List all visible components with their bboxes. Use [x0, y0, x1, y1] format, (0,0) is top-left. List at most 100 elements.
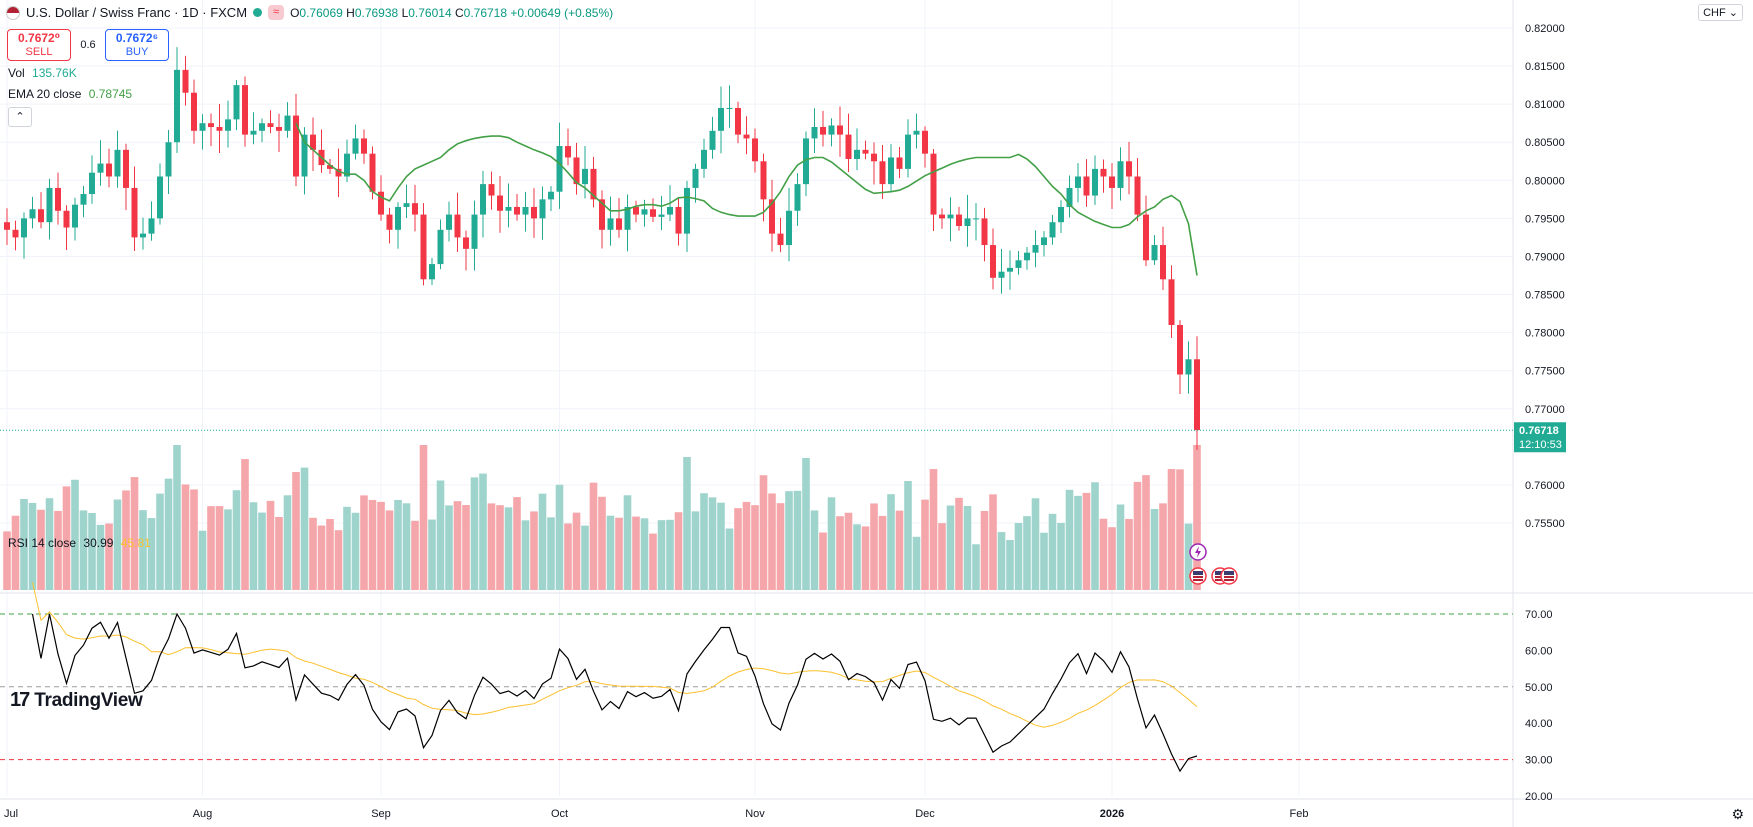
- candle-body: [352, 138, 359, 154]
- price-tick-label: 0.82000: [1525, 23, 1565, 35]
- candle-body: [675, 206, 682, 234]
- candle-body: [1168, 279, 1175, 325]
- symbol-title[interactable]: U.S. Dollar / Swiss Franc · 1D · FXCM: [26, 5, 248, 20]
- candle-body: [1151, 245, 1158, 261]
- volume-bar: [717, 502, 725, 590]
- candle-body: [1100, 168, 1107, 177]
- candle-body: [998, 271, 1005, 278]
- chevron-up-icon: ⌃: [15, 111, 25, 123]
- tradingview-logo: 17 TradingView: [10, 689, 143, 711]
- volume-bar: [300, 467, 309, 590]
- volume-bar: [972, 544, 980, 590]
- candle-body: [1041, 237, 1047, 246]
- volume-bar: [734, 508, 742, 590]
- volume-bar: [173, 445, 181, 590]
- candle-body: [650, 209, 656, 217]
- volume-bar: [1099, 518, 1108, 590]
- volume-bar: [130, 477, 139, 590]
- candle-body: [463, 237, 469, 249]
- buy-button[interactable]: 0.7672⁶ BUY: [105, 29, 169, 61]
- volume-bar: [45, 498, 54, 590]
- price-tick-label: 0.80500: [1525, 137, 1565, 149]
- candle-body: [284, 115, 291, 131]
- volume-bar: [232, 490, 241, 590]
- candle-body: [837, 125, 843, 135]
- price-tick-label: 0.77500: [1525, 366, 1565, 378]
- event-markers[interactable]: [1189, 543, 1238, 585]
- volume-legend[interactable]: Vol 135.76K: [8, 66, 77, 80]
- volume-bar: [946, 505, 955, 590]
- rsi-ma-line: [32, 582, 1198, 728]
- sell-button[interactable]: 0.7672⁰ SELL: [7, 29, 71, 61]
- volume-bar: [1193, 445, 1201, 590]
- price-tick-label: 0.77000: [1525, 404, 1565, 416]
- volume-bar: [122, 490, 130, 590]
- candle-body: [55, 187, 61, 211]
- price-candles[interactable]: [4, 47, 1200, 450]
- candle-body: [1032, 245, 1039, 253]
- candle-body: [990, 245, 996, 278]
- price-tick-label: 0.76000: [1525, 480, 1565, 492]
- candle-body: [497, 195, 503, 211]
- volume-bar: [309, 517, 317, 590]
- volume-bar: [1167, 469, 1176, 590]
- candle-body: [913, 130, 920, 135]
- volume-bar: [351, 512, 360, 590]
- candle-body: [157, 176, 163, 219]
- candle-body: [327, 165, 333, 169]
- volume-bar: [632, 516, 640, 590]
- candle-body: [12, 229, 19, 238]
- candle-body: [752, 138, 758, 162]
- volume-bar: [385, 510, 394, 590]
- candle-body: [1160, 245, 1166, 280]
- volume-bar: [326, 519, 334, 590]
- volume-bar: [453, 501, 462, 590]
- volume-bar: [768, 493, 776, 590]
- candle-body: [21, 218, 27, 238]
- volume-bar: [28, 502, 37, 590]
- volume-bar: [759, 475, 768, 590]
- chevron-down-icon: ⌄: [1728, 7, 1738, 19]
- candle-body: [276, 127, 282, 131]
- candle-body: [1015, 260, 1022, 268]
- ohlc-values: O0.76069 H0.76938 L0.76014 C0.76718 +0.0…: [290, 5, 614, 20]
- volume-bar: [530, 511, 538, 590]
- volume-bar: [419, 445, 428, 590]
- symbol-header: U.S. Dollar / Swiss Franc · 1D · FXCM ≈ …: [6, 5, 613, 20]
- currency-button[interactable]: CHF ⌄: [1698, 4, 1743, 21]
- approx-badge[interactable]: ≈: [268, 5, 285, 20]
- volume-bar: [411, 520, 419, 590]
- volume-bar: [1031, 498, 1040, 590]
- collapse-legend-button[interactable]: ⌃: [8, 107, 32, 127]
- rsi-legend[interactable]: RSI 14 close 30.99 45.81: [8, 536, 151, 550]
- volume-bar: [164, 478, 173, 590]
- volume-bar: [904, 481, 912, 590]
- volume-bar: [810, 510, 819, 590]
- candle-body: [1126, 161, 1132, 177]
- candle-body: [72, 204, 78, 228]
- volume-bar: [623, 495, 632, 590]
- volume-bar: [1006, 539, 1014, 590]
- candle-body: [1185, 359, 1192, 375]
- volume-bar: [1014, 522, 1023, 590]
- candle-body: [1092, 168, 1098, 196]
- time-tick-label: Jul: [4, 808, 18, 820]
- candle-body: [930, 153, 937, 215]
- candle-body: [140, 233, 146, 238]
- candle-body: [845, 134, 852, 159]
- candle-body: [522, 206, 529, 215]
- volume-bar: [1082, 492, 1091, 590]
- ema-legend[interactable]: EMA 20 close 0.78745: [8, 87, 133, 101]
- volume-bar: [1116, 504, 1125, 590]
- volume-bar: [71, 479, 79, 590]
- candle-body: [956, 214, 962, 226]
- volume-bar: [547, 517, 555, 590]
- candle-body: [760, 161, 767, 200]
- candle-body: [905, 134, 911, 169]
- candle-body: [437, 229, 444, 265]
- price-tick-label: 0.79000: [1525, 251, 1565, 263]
- candle-body: [692, 168, 699, 188]
- settings-gear-icon[interactable]: ⚙: [1731, 806, 1744, 822]
- volume-bar: [598, 496, 606, 590]
